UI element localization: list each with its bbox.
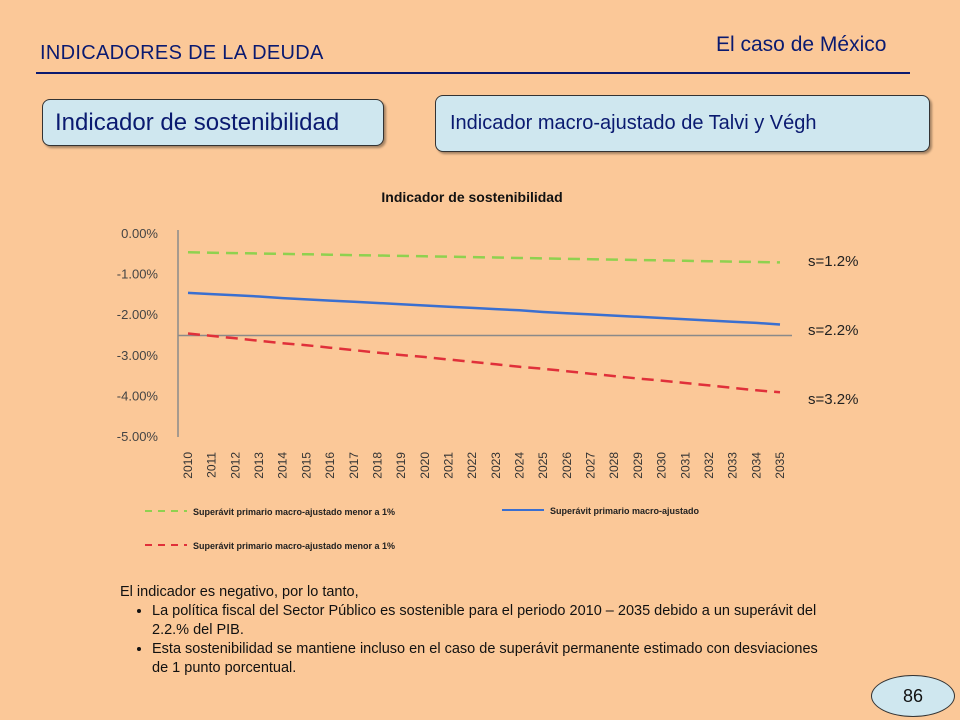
notes-list: La política fiscal del Sector Público es… [120,602,820,678]
x-tick-label: 2020 [418,452,432,479]
x-tick-label: 2031 [678,452,692,479]
notes-bullet: La política fiscal del Sector Público es… [152,602,820,640]
x-tick-label: 2029 [631,452,645,479]
chart-axes: 0.00% -1.00% -2.00% -3.00% -4.00% -5.00% 2010 2… [117,226,792,479]
slide-context: El caso de México [716,33,887,56]
y-tick-label: -5.00% [117,429,159,444]
x-tick-label: 2026 [560,452,574,479]
x-tick-label: 2019 [394,452,408,479]
x-tick-label: 2025 [536,452,550,479]
x-tick-label: 2010 [181,452,195,479]
chart-end-labels: s=1.2% s=2.2% s=3.2% [808,253,858,408]
x-tick-label: 2024 [513,452,527,479]
page-number: 86 [902,685,924,706]
page-number-badge: 86 [871,675,955,717]
x-tick-label: 2034 [749,452,763,479]
notes-bullet: Esta sostenibilidad se mantiene incluso … [152,640,820,678]
x-tick-label: 2022 [465,452,479,479]
x-tick-label: 2021 [441,452,455,479]
y-tick-label: -3.00% [117,348,159,363]
notes-block: El indicador es negativo, por lo tanto, … [120,583,820,678]
x-tick-label: 2015 [299,452,313,479]
legend-label: Superávit primario macro-ajustado menor … [193,541,395,551]
chart-series [187,251,781,394]
notes-intro: El indicador es negativo, por lo tanto, [120,584,359,600]
series-line-2 [187,291,781,326]
series-line-3 [187,332,781,394]
series-line-1 [187,251,781,264]
x-tick-label: 2027 [584,452,598,479]
y-tick-label: -1.00% [117,267,159,282]
x-tick-label: 2028 [607,452,621,479]
x-tick-label: 2023 [489,452,503,479]
series-end-label: s=2.2% [808,322,858,339]
x-tick-label: 2035 [773,452,787,479]
series-end-label: s=3.2% [808,391,858,408]
series-end-label: s=1.2% [808,253,858,270]
header-divider [36,72,910,74]
y-tick-label: 0.00% [121,226,158,241]
y-tick-label: -4.00% [117,388,159,403]
x-tick-label: 2014 [276,452,290,479]
x-tick-label: 2018 [370,452,384,479]
sustainability-indicator-box: Indicador de sostenibilidad [42,99,384,146]
talvi-vegh-indicator-box: Indicador macro-ajustado de Talvi y Végh [435,95,930,152]
x-tick-label: 2033 [726,452,740,479]
slide-title: INDICADORES DE LA DEUDA [40,42,324,64]
talvi-vegh-indicator-label: Indicador macro-ajustado de Talvi y Végh [450,112,817,134]
x-tick-label: 2030 [655,452,669,479]
y-tick-label: -2.00% [117,307,159,322]
chart-legend: Superávit primario macro-ajustado menor … [145,506,700,551]
x-tick-label: 2017 [347,452,361,479]
legend-label: Superávit primario macro-ajustado menor … [193,507,395,517]
x-tick-label: 2011 [205,452,219,478]
sustainability-indicator-label: Indicador de sostenibilidad [55,108,340,136]
x-tick-label: 2013 [252,452,266,479]
x-tick-label: 2016 [323,452,337,479]
legend-label: Superávit primario macro-ajustado [550,506,700,516]
sustainability-chart: Indicador de sostenibilidad 0.00% -1.00% -… [117,189,859,551]
x-tick-label: 2032 [702,452,716,479]
x-tick-label: 2012 [228,452,242,479]
chart-title: Indicador de sostenibilidad [381,189,562,205]
